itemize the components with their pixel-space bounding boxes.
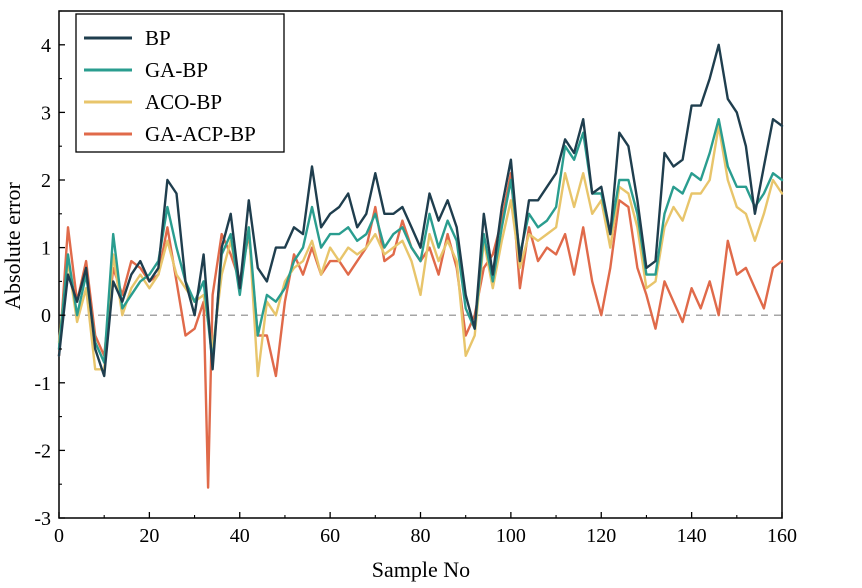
x-axis-title: Sample No <box>372 557 470 582</box>
y-tick-label: 1 <box>41 238 51 260</box>
y-axis: -3 -2 -1 0 1 2 3 4 <box>34 10 65 530</box>
x-tick-label: 0 <box>54 525 64 547</box>
legend-label-ga-acp-bp: GA-ACP-BP <box>145 122 256 146</box>
x-axis: 0 20 40 60 80 100 120 140 160 <box>54 512 797 547</box>
y-tick-label: -1 <box>34 373 51 395</box>
legend-label-ga-bp: GA-BP <box>145 58 208 82</box>
y-tick-label: 2 <box>41 170 51 192</box>
x-tick-label: 100 <box>496 525 526 547</box>
series-line-aco-bp <box>57 124 784 378</box>
x-tick-label: 20 <box>139 525 159 547</box>
y-tick-label: -2 <box>34 440 51 462</box>
x-tick-label: 60 <box>320 525 340 547</box>
y-tick-label: 4 <box>41 35 51 57</box>
legend-label-aco-bp: ACO-BP <box>145 90 222 114</box>
y-axis-title: Absolute error <box>0 181 25 309</box>
series-line-bp <box>57 43 784 378</box>
series-line-ga-acp-bp <box>57 171 784 489</box>
x-tick-label: 140 <box>677 525 707 547</box>
series-line-ga-bp <box>57 117 784 364</box>
x-tick-label: 160 <box>767 525 797 547</box>
series-layer <box>57 43 784 489</box>
y-tick-label: -3 <box>34 508 51 530</box>
legend-label-bp: BP <box>145 26 171 50</box>
x-tick-label: 120 <box>586 525 616 547</box>
x-tick-label: 40 <box>230 525 250 547</box>
legend: BP GA-BP ACO-BP GA-ACP-BP <box>75 13 285 153</box>
y-tick-label: 3 <box>41 102 51 124</box>
x-tick-label: 80 <box>411 525 431 547</box>
y-tick-label: 0 <box>41 305 51 327</box>
